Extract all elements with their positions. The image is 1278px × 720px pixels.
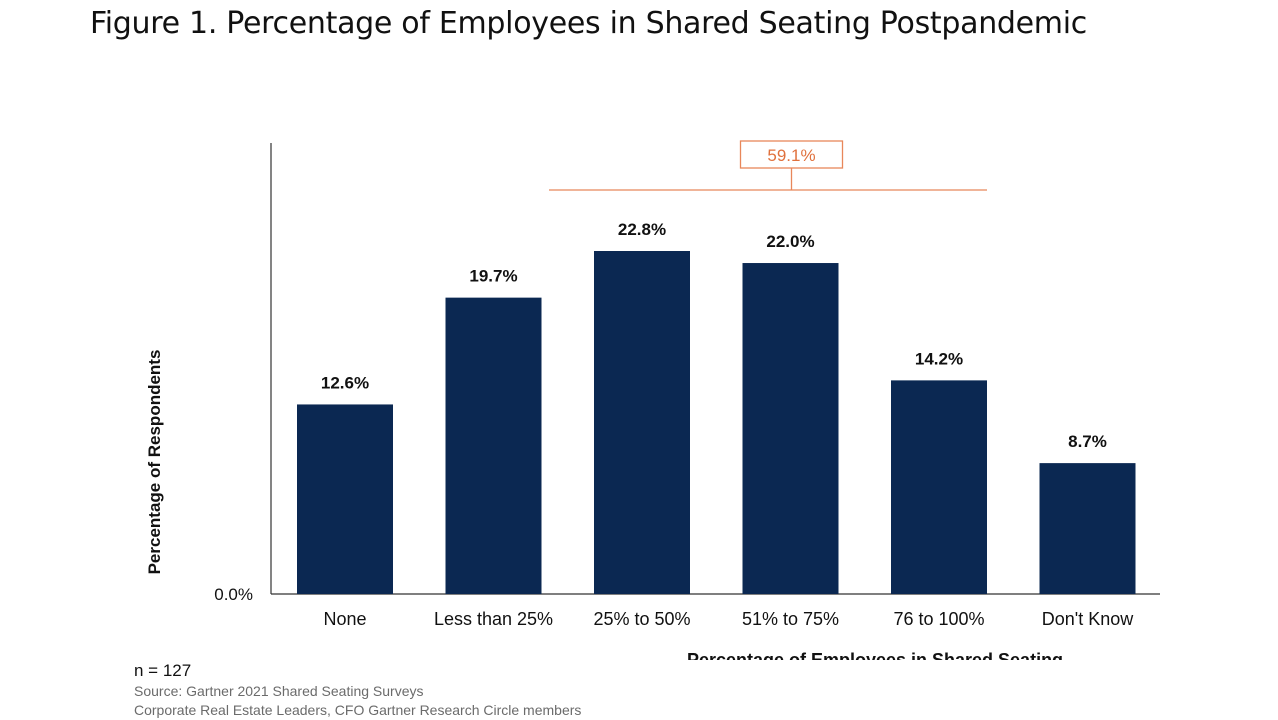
chart-notes: n = 127 Source: Gartner 2021 Shared Seat… [134, 660, 581, 720]
bar-value-label: 22.0% [766, 232, 814, 251]
bar-value-label: 14.2% [915, 349, 963, 368]
bar-chart: 0.0% Percentage of Respondents Percentag… [145, 140, 1160, 660]
bar-value-label: 22.8% [618, 220, 666, 239]
x-tick-label: None [323, 609, 366, 629]
x-tick-label: 76 to 100% [893, 609, 984, 629]
bar [891, 380, 987, 594]
bar-value-label: 8.7% [1068, 432, 1107, 451]
bar-value-label: 12.6% [321, 373, 369, 392]
x-tick-label: Don't Know [1042, 609, 1134, 629]
x-tick-label: 51% to 75% [742, 609, 839, 629]
x-tick-label: 25% to 50% [593, 609, 690, 629]
bar [445, 297, 542, 594]
y-axis-label: Percentage of Respondents [145, 350, 164, 575]
bar [1039, 463, 1136, 594]
bar [594, 251, 690, 594]
source-note: Source: Gartner 2021 Shared Seating Surv… [134, 683, 424, 699]
bracket-label-box [739, 140, 844, 169]
respondents-note: Corporate Real Estate Leaders, CFO Gartn… [134, 702, 582, 718]
x-axis-label: Percentage of Employees in Shared Seatin… [687, 650, 1063, 660]
y-tick-label: 0.0% [214, 585, 253, 604]
x-tick-label: Less than 25% [434, 609, 553, 629]
sample-size: n = 127 [134, 661, 192, 680]
bar-value-label: 19.7% [469, 267, 517, 286]
figure-title: Figure 1. Percentage of Employees in Sha… [90, 6, 1087, 41]
bracket-label: 59.1% [767, 146, 815, 165]
bar [297, 404, 393, 594]
bar [742, 263, 839, 594]
